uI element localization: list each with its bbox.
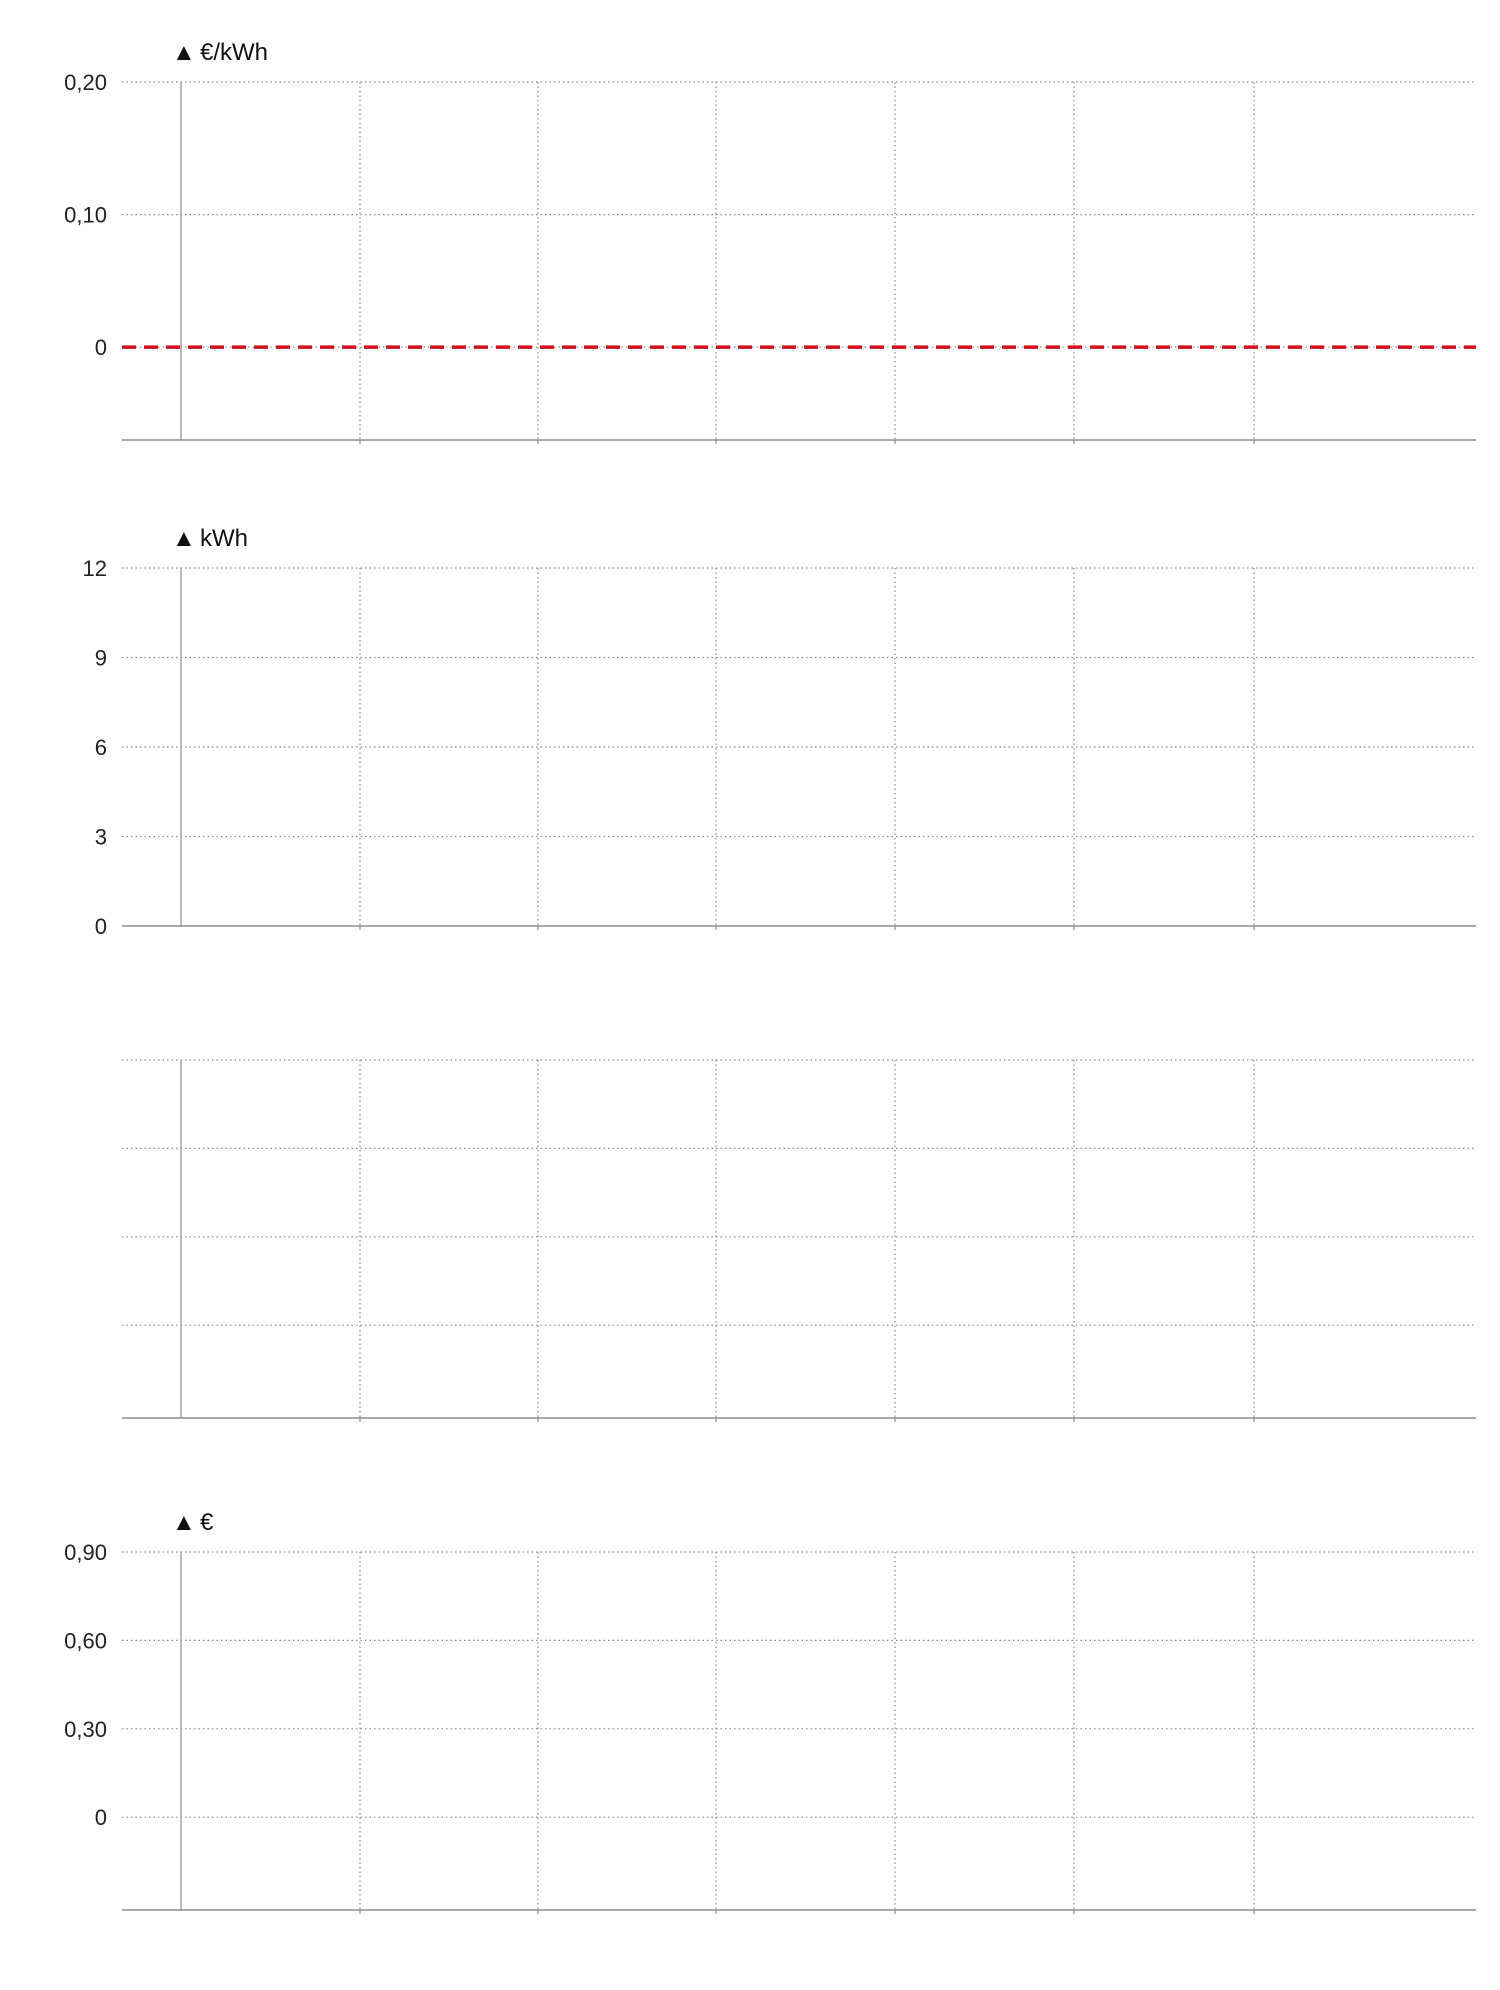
- chart-panel-4: 0,90 0,60 0,30 0 ▲ €: [64, 1509, 1476, 1914]
- y-axis-unit-label: €/kWh: [200, 39, 268, 66]
- y-tick-label: 0,20: [64, 70, 107, 95]
- chart-panel-2: 12 9 6 3 0 ▲ kWh: [83, 525, 1476, 939]
- y-tick-label: 0: [95, 335, 107, 360]
- y-tick-label: 3: [95, 825, 107, 850]
- chart-panel-1: 0,20 0,10 0 ▲ €/kWh: [64, 39, 1476, 444]
- y-axis-unit-label: €: [200, 1509, 214, 1536]
- y-tick-label: 0: [95, 914, 107, 939]
- y-axis-unit-label: kWh: [200, 525, 248, 552]
- triangle-up-icon: ▲: [172, 39, 196, 66]
- y-tick-label: 6: [95, 735, 107, 760]
- y-tick-label: 0,30: [64, 1717, 107, 1742]
- y-tick-label: 9: [95, 646, 107, 671]
- y-tick-label: 0,90: [64, 1540, 107, 1565]
- y-tick-label: 0,10: [64, 203, 107, 228]
- chart-panel-3: [122, 1059, 1476, 1422]
- triangle-up-icon: ▲: [172, 525, 196, 552]
- y-tick-label: 0: [95, 1805, 107, 1830]
- y-tick-label: 0,60: [64, 1628, 107, 1653]
- triangle-up-icon: ▲: [172, 1509, 196, 1536]
- y-tick-label: 12: [83, 556, 107, 581]
